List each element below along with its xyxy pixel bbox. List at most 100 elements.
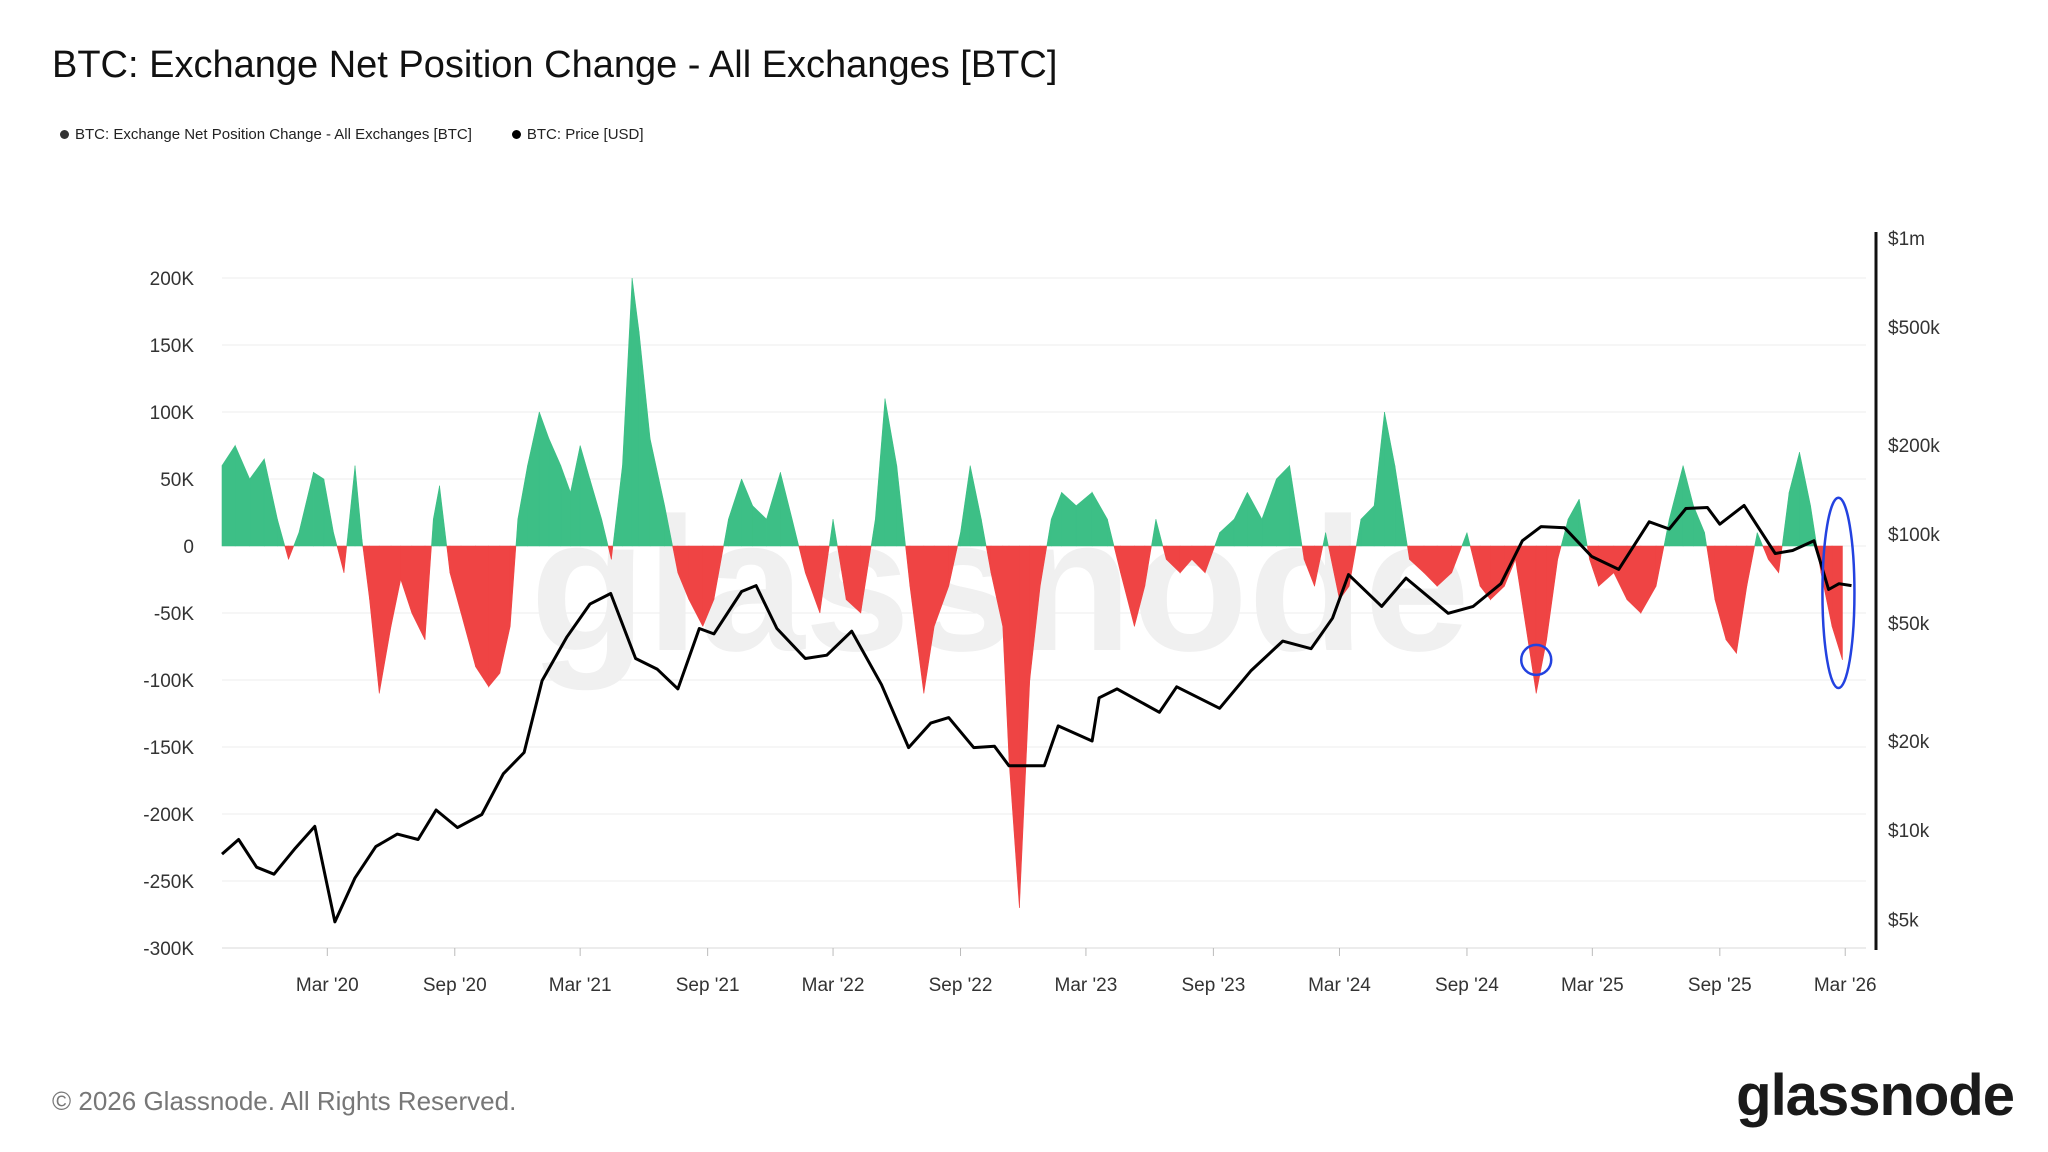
net-position-outflow-segment xyxy=(488,545,501,688)
net-position-outflow-segment xyxy=(343,545,348,573)
net-position-inflow-segment xyxy=(832,519,838,547)
net-position-inflow-segment xyxy=(1276,464,1290,547)
net-position-inflow-segment xyxy=(517,465,528,547)
net-position-outflow-segment xyxy=(1019,545,1031,908)
y-left-tick-label: -150K xyxy=(143,738,194,759)
net-position-inflow-segment xyxy=(1394,465,1408,547)
price-series-line xyxy=(221,503,1852,924)
net-position-outflow-segment xyxy=(1762,545,1769,560)
x-tick-label: Mar '26 xyxy=(1814,975,1877,996)
net-position-outflow-segment xyxy=(362,545,370,600)
net-position-inflow-segment xyxy=(361,539,364,547)
y-right-tick-label: $20k xyxy=(1888,732,1930,753)
y-left-tick-label: -300K xyxy=(143,939,194,960)
net-position-inflow-segment xyxy=(439,485,448,547)
net-position-outflow-segment xyxy=(400,545,413,614)
net-position-inflow-segment xyxy=(1668,465,1684,547)
x-tick-label: Mar '25 xyxy=(1561,975,1624,996)
net-position-outflow-segment xyxy=(460,545,476,667)
net-position-inflow-segment xyxy=(1756,532,1764,547)
x-tick-label: Sep '24 xyxy=(1435,975,1499,996)
legend: BTC: Exchange Net Position Change - All … xyxy=(60,126,644,143)
net-position-outflow-segment xyxy=(390,545,402,627)
y-left-tick-label: -50K xyxy=(154,604,194,625)
net-position-inflow-segment xyxy=(601,519,609,547)
net-position-outflow-segment xyxy=(1204,545,1216,573)
net-position-inflow-segment xyxy=(298,472,314,547)
net-position-inflow-segment xyxy=(875,398,886,547)
net-position-inflow-segment xyxy=(981,519,987,547)
net-position-outflow-segment xyxy=(1746,545,1755,587)
net-position-inflow-segment xyxy=(548,438,562,547)
y-right-tick-label: $1m xyxy=(1888,229,1925,250)
net-position-inflow-segment xyxy=(527,411,540,547)
net-position-outflow-segment xyxy=(1008,545,1020,908)
net-position-inflow-segment xyxy=(1704,532,1708,547)
x-tick-label: Sep '22 xyxy=(929,975,993,996)
net-position-inflow-segment xyxy=(1560,519,1569,547)
net-position-outflow-segment xyxy=(1144,545,1152,587)
highlight-circle xyxy=(1519,643,1553,677)
net-position-inflow-segment xyxy=(1754,532,1758,547)
net-position-outflow-segment xyxy=(1613,545,1628,600)
legend-item-price[interactable]: BTC: Price [USD] xyxy=(511,126,644,143)
y-right-tick-label: $100k xyxy=(1888,525,1940,546)
net-position-outflow-segment xyxy=(1640,545,1657,615)
net-position-outflow-segment xyxy=(475,545,490,688)
net-position-inflow-segment xyxy=(234,445,251,547)
net-position-outflow-segment xyxy=(819,545,830,614)
net-position-inflow-segment xyxy=(1325,532,1329,547)
net-position-inflow-segment xyxy=(791,519,800,547)
net-position-inflow-segment xyxy=(333,532,338,547)
net-position-outflow-segment xyxy=(1589,545,1599,587)
net-position-outflow-segment xyxy=(1314,545,1324,587)
x-tick-label: Sep '23 xyxy=(1181,975,1245,996)
net-position-outflow-segment xyxy=(449,545,462,614)
net-position-inflow-segment xyxy=(664,505,673,547)
highlight-ellipse xyxy=(1821,496,1856,690)
net-position-inflow-segment xyxy=(570,445,581,547)
net-position-outflow-segment xyxy=(1655,545,1665,587)
net-position-outflow-segment xyxy=(424,545,432,640)
net-position-area xyxy=(221,277,1843,908)
legend-item-net-position[interactable]: BTC: Exchange Net Position Change - All … xyxy=(60,126,472,143)
y-left-tick-label: 50K xyxy=(160,470,194,491)
price-line xyxy=(221,503,1852,924)
net-position-outflow-segment xyxy=(499,545,511,674)
net-position-inflow-segment xyxy=(263,458,278,547)
net-position-inflow-segment xyxy=(560,465,571,547)
legend-dot-icon xyxy=(60,130,69,139)
x-tick-label: Sep '21 xyxy=(676,975,740,996)
y-left-tick-label: 200K xyxy=(150,269,195,290)
net-position-inflow-segment xyxy=(884,398,898,547)
net-position-outflow-segment xyxy=(713,545,724,600)
net-position-inflow-segment xyxy=(249,457,265,547)
y-right-tick-label: $200k xyxy=(1888,436,1940,457)
net-position-outflow-segment xyxy=(369,545,380,694)
x-tick-label: Mar '21 xyxy=(549,975,612,996)
y-left-tick-label: -250K xyxy=(143,872,194,893)
net-position-inflow-segment xyxy=(1682,465,1694,547)
net-position-inflow-segment xyxy=(313,471,325,547)
net-position-inflow-segment xyxy=(1107,519,1115,547)
legend-label: BTC: Exchange Net Position Change - All … xyxy=(75,126,472,143)
net-position-outflow-segment xyxy=(284,545,289,560)
net-position-outflow-segment xyxy=(1348,545,1357,587)
net-position-outflow-segment xyxy=(446,545,451,573)
y-left-tick-label: 100K xyxy=(150,403,195,424)
net-position-outflow-segment xyxy=(1706,545,1716,600)
net-position-outflow-segment xyxy=(1778,545,1783,573)
y-left-tick-label: 0 xyxy=(183,537,194,558)
net-position-inflow-segment xyxy=(1781,492,1790,547)
y-right-tick-label: $50k xyxy=(1888,614,1930,635)
net-position-inflow-segment xyxy=(293,532,300,547)
net-position-inflow-segment xyxy=(579,445,591,547)
net-position-outflow-segment xyxy=(948,545,958,587)
x-tick-label: Sep '25 xyxy=(1688,975,1752,996)
y-left-tick-label: 150K xyxy=(150,336,195,357)
net-position-inflow-segment xyxy=(1810,505,1818,547)
net-position-inflow-segment xyxy=(896,465,906,547)
net-position-outflow-segment xyxy=(288,545,295,560)
net-position-inflow-segment xyxy=(631,277,640,547)
